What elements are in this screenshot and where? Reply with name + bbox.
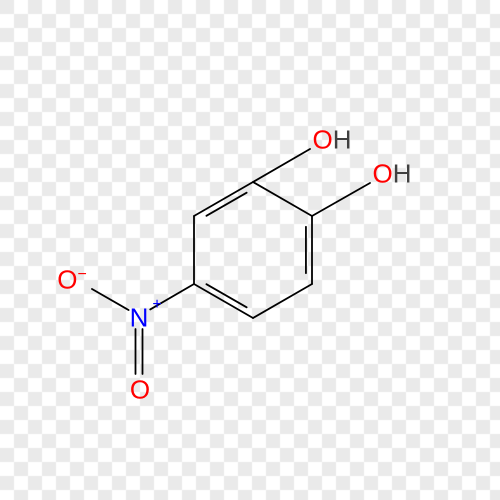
molecule-diagram bbox=[0, 0, 500, 500]
hydroxyl-label-2: OH bbox=[372, 159, 411, 190]
oxygen-double-label: O bbox=[130, 375, 150, 406]
hydroxyl-label-1: OH bbox=[312, 125, 351, 156]
nitrogen-charge: + bbox=[152, 295, 161, 326]
oxygen-minus-label: O− bbox=[57, 265, 87, 296]
nitrogen-label: N bbox=[130, 303, 149, 334]
